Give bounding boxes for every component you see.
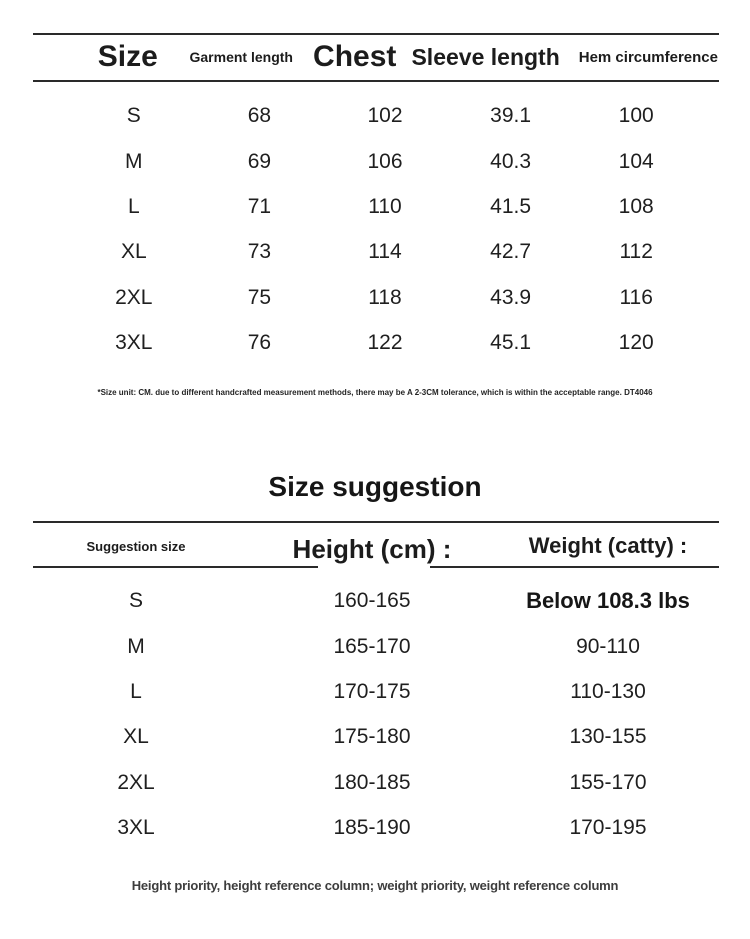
table-cell: 102 <box>367 104 403 128</box>
table-cell: XL <box>120 240 147 264</box>
table-cell: 2XL <box>115 285 153 309</box>
table-cell: L <box>130 679 142 703</box>
table-row: L 71 110 41.5 108 <box>71 184 699 229</box>
table-cell: 114 <box>368 240 402 264</box>
table-cell: 42.7 <box>490 240 532 264</box>
size-table-footnote: *Size unit: CM. due to different handcra… <box>97 388 653 397</box>
table-cell: 165-170 <box>333 634 411 658</box>
size-table-header-hem-circumference: Hem circumference <box>578 48 718 66</box>
suggestion-table-header-height: Height (cm) : <box>292 534 452 564</box>
table-cell: 118 <box>368 285 402 309</box>
table-cell: 185-190 <box>333 816 411 840</box>
table-row: L 170-175 110-130 <box>18 669 726 714</box>
suggestion-table-header-rule-right <box>430 566 719 568</box>
table-cell: 120 <box>618 331 654 355</box>
table-row: M 69 106 40.3 104 <box>71 138 699 183</box>
size-table-header-rule <box>33 80 719 82</box>
size-table-header-chest: Chest <box>313 40 397 73</box>
table-cell: 76 <box>247 331 272 355</box>
table-cell: 73 <box>247 240 272 264</box>
table-row: 2XL 75 118 43.9 116 <box>71 275 699 320</box>
table-cell: 39.1 <box>490 104 532 128</box>
table-cell: 75 <box>247 285 272 309</box>
suggestion-table-header-rule-left <box>33 566 318 568</box>
size-suggestion-title: Size suggestion <box>268 471 482 502</box>
table-row: XL 175-180 130-155 <box>18 714 726 759</box>
table-cell: 130-155 <box>569 725 647 749</box>
table-cell: 110-130 <box>570 679 646 703</box>
table-cell: 106 <box>367 149 403 173</box>
size-table-header-row: Size Garment length Chest Sleeve length … <box>71 34 718 80</box>
table-cell: 175-180 <box>333 725 411 749</box>
table-cell: 122 <box>367 331 403 355</box>
table-cell: 3XL <box>115 331 153 355</box>
table-row: S 160-165 Below 108.3 lbs <box>18 578 726 623</box>
suggestion-table-top-rule <box>33 521 719 523</box>
table-cell: 69 <box>247 149 272 173</box>
suggestion-table-header-weight: Weight (catty) : <box>528 533 688 558</box>
table-cell: 160-165 <box>333 589 411 613</box>
table-cell: M <box>125 149 143 173</box>
size-table-header-size: Size <box>97 40 158 73</box>
size-table-top-rule <box>33 33 719 35</box>
table-cell: 112 <box>619 240 653 264</box>
table-cell: Below 108.3 lbs <box>526 587 690 613</box>
table-cell: 2XL <box>117 770 155 794</box>
table-cell: 180-185 <box>333 770 411 794</box>
table-cell: 108 <box>618 194 654 218</box>
table-cell: 41.5 <box>490 194 532 218</box>
table-cell: 45.1 <box>490 331 532 355</box>
table-cell: 43.9 <box>490 285 532 309</box>
size-table-header-sleeve-length: Sleeve length <box>411 43 560 70</box>
table-cell: 68 <box>247 104 272 128</box>
table-row: M 165-170 90-110 <box>18 623 726 668</box>
table-row: S 68 102 39.1 100 <box>71 93 699 138</box>
table-cell: 110 <box>368 194 402 218</box>
table-cell: S <box>126 104 141 128</box>
table-cell: XL <box>123 725 149 749</box>
table-cell: 100 <box>618 104 654 128</box>
table-row: 3XL 76 122 45.1 120 <box>71 320 699 365</box>
table-row: 2XL 180-185 155-170 <box>18 760 726 805</box>
table-cell: 104 <box>618 149 654 173</box>
table-cell: 40.3 <box>490 149 532 173</box>
suggestion-table-header-row: Suggestion size Height (cm) : Weight (ca… <box>18 523 726 569</box>
suggestion-table-header-size: Suggestion size <box>86 538 186 554</box>
table-cell: 3XL <box>117 816 155 840</box>
table-cell: M <box>127 634 145 658</box>
table-row: 3XL 185-190 170-195 <box>18 805 726 850</box>
table-row: XL 73 114 42.7 112 <box>71 229 699 274</box>
size-table-body: S 68 102 39.1 100 M 69 106 40.3 104 L 71 110 41.5 108 X… <box>71 93 699 365</box>
table-cell: 71 <box>247 194 272 218</box>
table-cell: S <box>128 589 143 613</box>
table-cell: 170-175 <box>333 679 411 703</box>
table-cell: 90-110 <box>576 634 640 658</box>
suggestion-table-note: Height priority, height reference column… <box>131 878 619 893</box>
size-table-header-garment-length: Garment length <box>189 49 293 65</box>
table-cell: 116 <box>619 285 653 309</box>
table-cell: 170-195 <box>569 816 647 840</box>
table-cell: 155-170 <box>569 770 647 794</box>
suggestion-table-body: S 160-165 Below 108.3 lbs M 165-170 90-110 L 17… <box>18 578 726 850</box>
table-cell: L <box>127 194 140 218</box>
